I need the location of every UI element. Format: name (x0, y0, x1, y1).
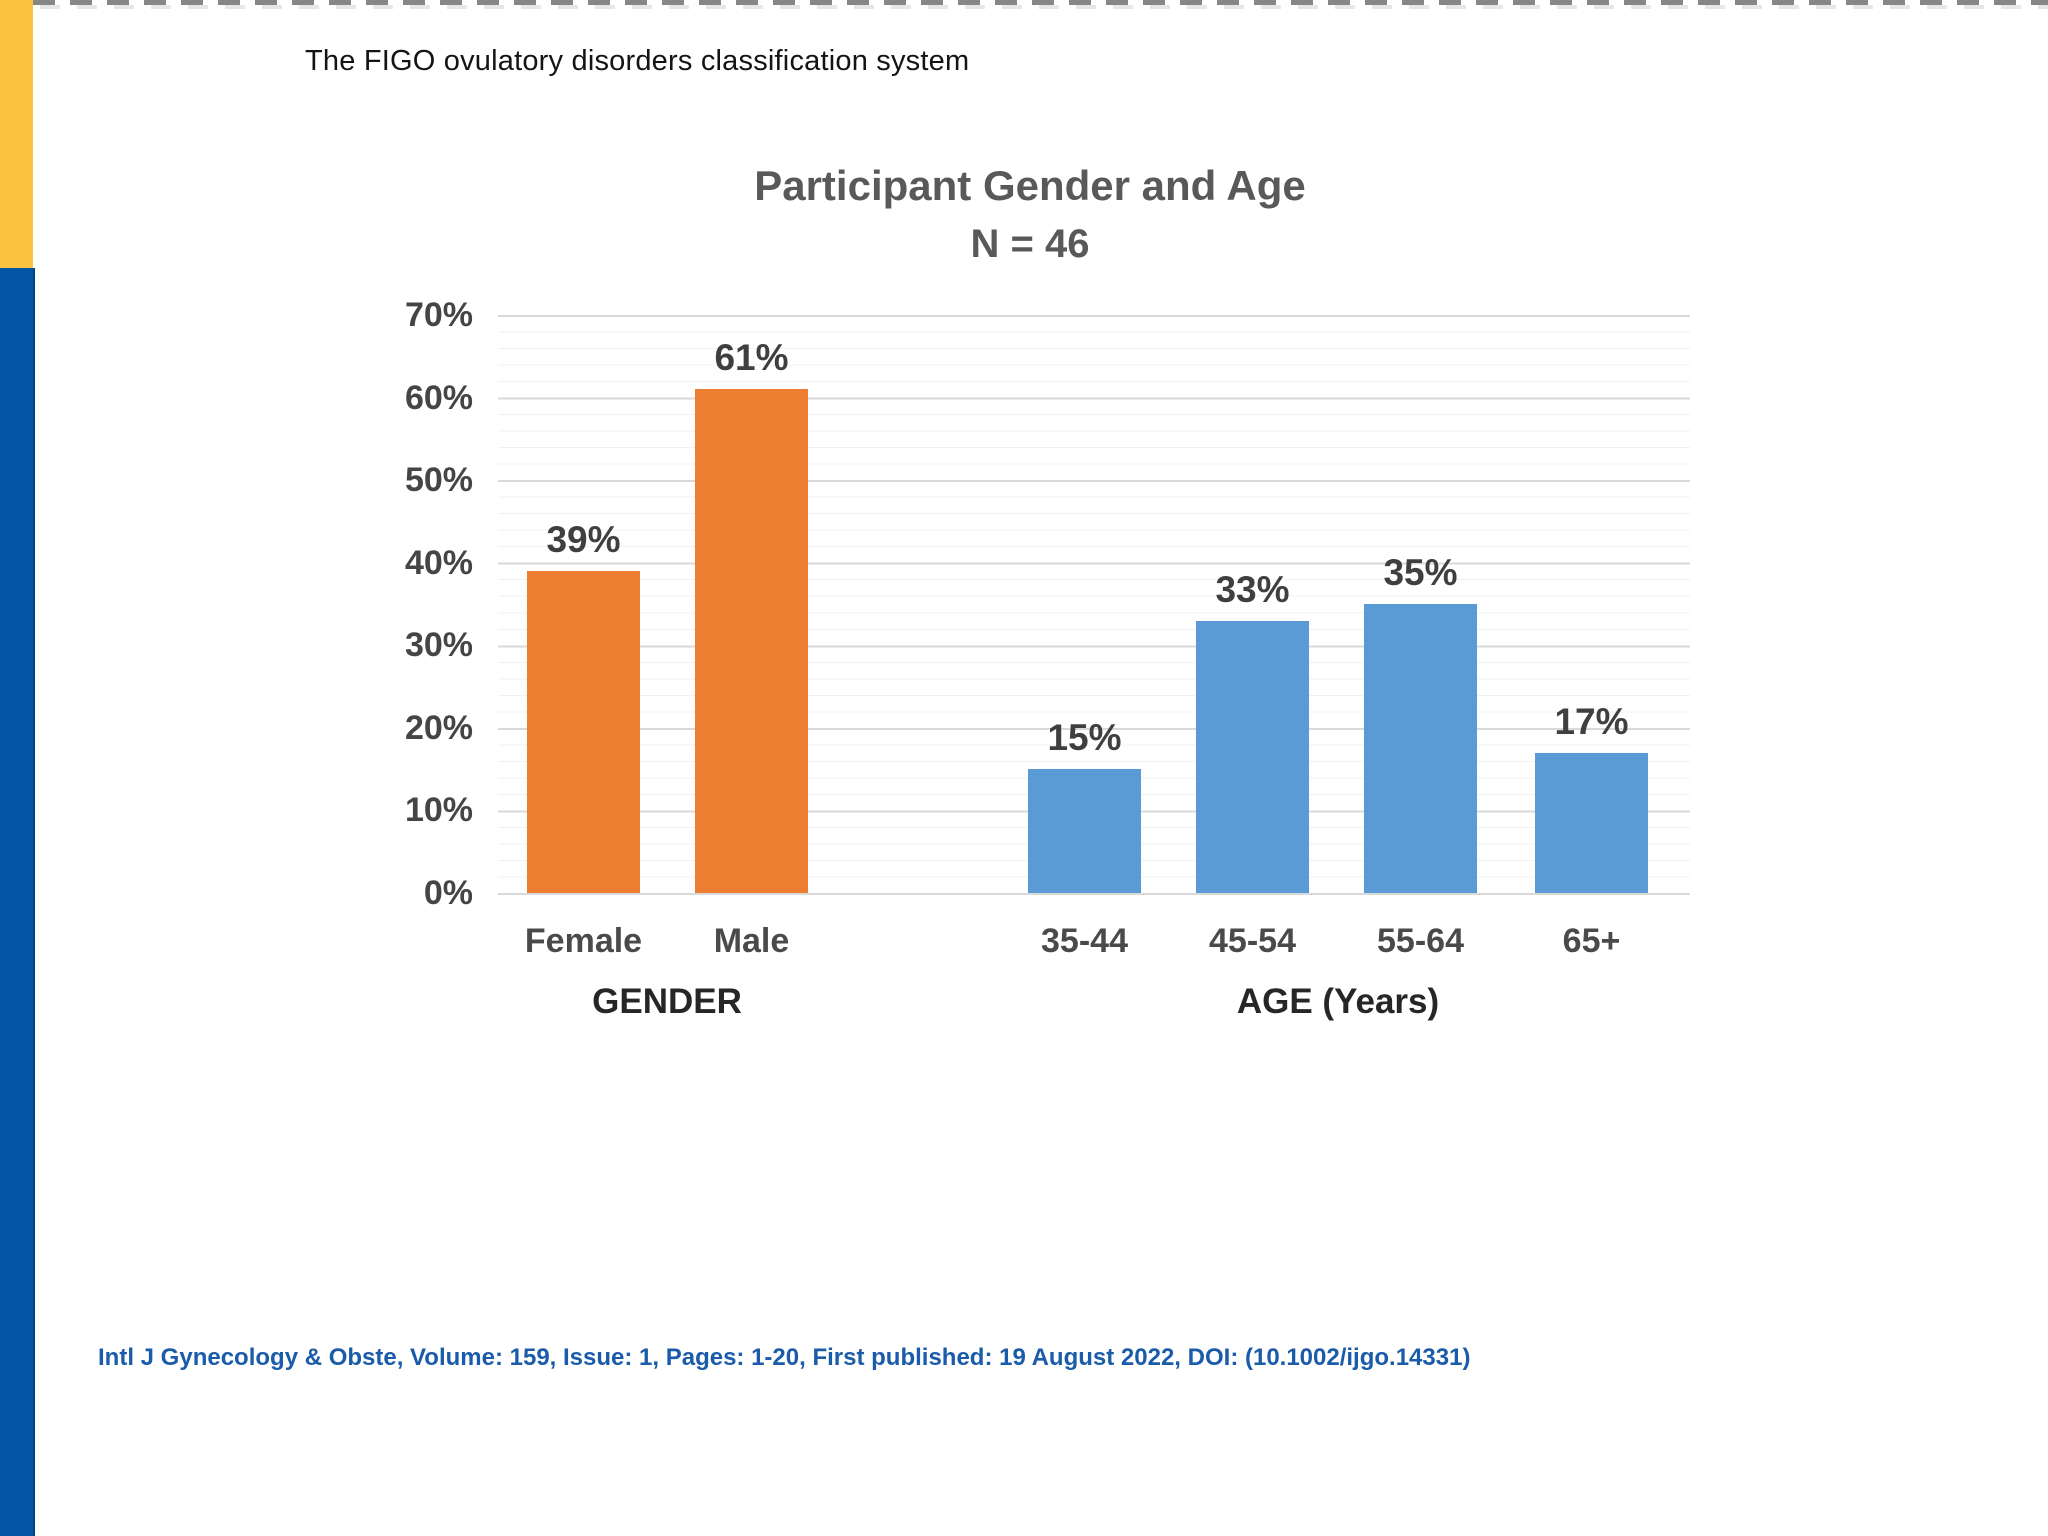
bar-value-label: 15% (1047, 717, 1122, 759)
x-tick-label: 65+ (1562, 922, 1621, 960)
x-tick-label: 45-54 (1209, 922, 1296, 960)
citation-link[interactable]: Intl J Gynecology & Obste, Volume: 159, … (98, 1344, 1471, 1371)
bar-value-label: 61% (714, 337, 789, 379)
y-tick-label: 40% (404, 543, 473, 582)
y-tick-label: 10% (404, 791, 473, 830)
bar-55-64 (1364, 604, 1477, 893)
bar-value-label: 39% (546, 518, 621, 560)
chart-title: Participant Gender and Age (754, 162, 1306, 209)
axis-group-label-gender: GENDER (592, 982, 742, 1021)
page-title: The FIGO ovulatory disorders classificat… (305, 45, 970, 77)
y-tick-label: 70% (404, 296, 473, 334)
chart-title-block: Participant Gender and Age N = 46 (360, 160, 1700, 270)
y-tick-label: 20% (404, 708, 473, 747)
y-tick-label: 60% (404, 378, 473, 417)
bar-value-label: 17% (1554, 700, 1629, 742)
y-tick-label: 50% (404, 461, 473, 500)
clipped-text-artifact-row-faint (40, 5, 2048, 9)
bar-35-44 (1028, 769, 1141, 893)
x-tick-label: 55-64 (1377, 922, 1464, 960)
bar-value-label: 35% (1383, 552, 1458, 593)
axis-group-label-age: AGE (Years) (1236, 982, 1440, 1021)
chart-subtitle: N = 46 (970, 222, 1090, 266)
bar-male (695, 389, 808, 893)
y-tick-label: 30% (404, 626, 473, 665)
left-accent-bar-yellow (0, 0, 33, 268)
y-tick-label: 0% (423, 874, 473, 912)
x-tick-label: Female (524, 922, 643, 960)
x-tick-label: Male (713, 922, 790, 960)
clipped-text-artifact-row (33, 0, 2048, 5)
bar-45-54 (1196, 620, 1309, 893)
x-tick-label: 35-44 (1041, 922, 1128, 960)
bar-female (527, 570, 640, 893)
left-accent-bar-blue (0, 268, 35, 1536)
bar-value-label: 33% (1215, 568, 1290, 610)
bar-65- (1535, 752, 1648, 893)
chart-plot-area: 39% 61% 15% 33% 35% 17% (498, 315, 1690, 895)
